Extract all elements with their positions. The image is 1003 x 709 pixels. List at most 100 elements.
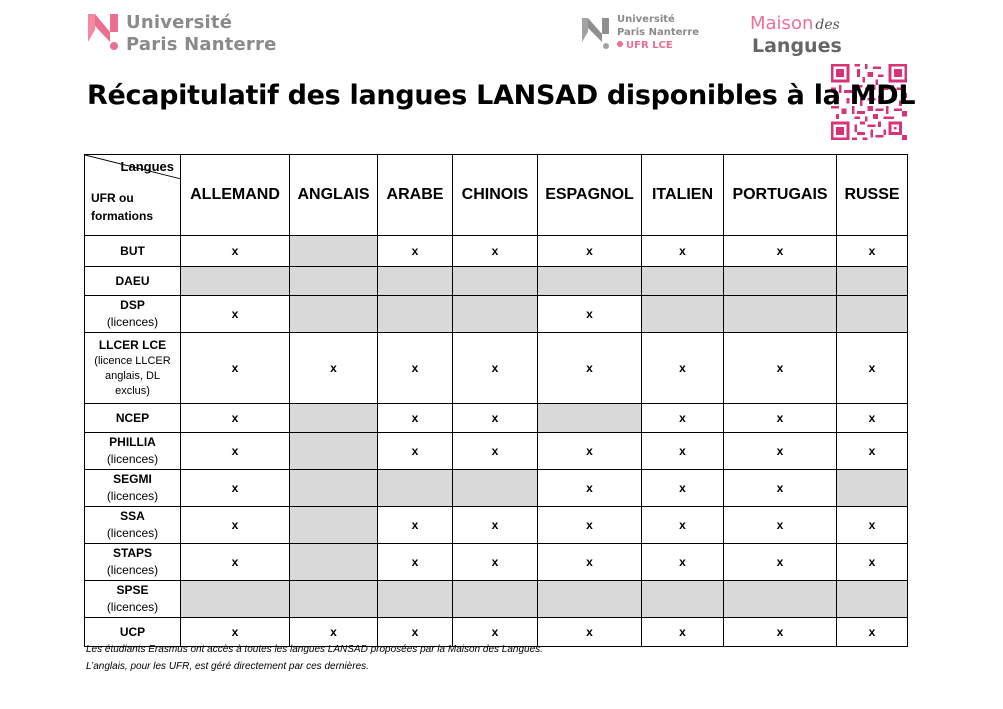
table-row: UCP x x x x x x x x — [84, 617, 908, 647]
table-row: SPSE (licences) — [84, 580, 908, 618]
table-cell: x — [537, 617, 642, 647]
table-cell: x — [180, 332, 290, 404]
logo-text-line1: Université — [126, 12, 233, 33]
table-cell: x — [537, 543, 642, 581]
row-subtitle: (licences) — [106, 489, 159, 503]
table-cell — [641, 580, 724, 618]
table-row: DSP (licences) x x — [84, 295, 908, 333]
table-cell — [180, 580, 290, 618]
table-cell: x — [641, 617, 724, 647]
table-cell: x — [641, 469, 724, 507]
table-cell — [289, 580, 378, 618]
table-cell: x — [180, 469, 290, 507]
corner-languages-label: Langues — [120, 159, 174, 174]
row-subtitle: (licence LLCER — [94, 355, 171, 367]
table-cell: x — [452, 543, 538, 581]
corner-header-cell: Langues UFR ou formations — [84, 154, 181, 236]
row-name: BUT — [120, 243, 145, 258]
table-cell: x — [377, 543, 453, 581]
table-cell — [377, 580, 453, 618]
table-cell — [289, 295, 378, 333]
row-name: SPSE — [116, 583, 149, 597]
table-row: DAEU — [84, 266, 908, 296]
corner-ufr-line1: UFR ou — [91, 191, 134, 205]
row-subtitle: anglais, DL — [104, 370, 161, 382]
table-cell: x — [377, 506, 453, 544]
table-cell — [537, 580, 642, 618]
table-cell: x — [641, 332, 724, 404]
footnotes: Les étudiants Erasmus ont accès à toutes… — [86, 641, 543, 675]
table-row: PHILLIA (licences) x x x x x x x — [84, 432, 908, 470]
row-header-spse: SPSE (licences) — [84, 580, 181, 618]
table-cell: x — [180, 403, 290, 433]
table-body: BUT x x x x x x x DAEU DSP (licences) x x LLCER LCE (l… — [84, 235, 908, 647]
table-cell — [289, 266, 378, 296]
table-cell: x — [723, 617, 837, 647]
universite-paris-nanterre-logo: Université Paris Nanterre — [86, 12, 296, 58]
mdl-logo-line1: Maison des — [750, 13, 840, 34]
column-header-chinois: CHINOIS — [452, 154, 538, 236]
table-cell: x — [641, 506, 724, 544]
table-cell: x — [377, 235, 453, 267]
row-name: LLCER LCE — [98, 338, 167, 352]
table-cell: x — [180, 235, 290, 267]
table-cell — [289, 543, 378, 581]
corner-ufr-label: UFR ou formations — [91, 189, 153, 225]
qr-code-icon[interactable] — [831, 64, 907, 140]
row-header-daeu: DAEU — [84, 266, 181, 296]
table-cell: x — [180, 432, 290, 470]
table-cell — [289, 506, 378, 544]
column-header-portugais: PORTUGAIS — [723, 154, 837, 236]
pink-dot-icon — [617, 41, 623, 47]
row-name: STAPS — [112, 546, 153, 560]
page-title: Récapitulatif des langues LANSAD disponi… — [87, 80, 916, 111]
mdl-word-des: des — [815, 17, 840, 33]
row-header-ssa: SSA (licences) — [84, 506, 181, 544]
table-cell — [537, 403, 642, 433]
ufr-lce-logo: Université Paris Nanterre UFR LCE — [580, 14, 710, 58]
maison-des-langues-logo: Maison des Langues — [748, 13, 852, 59]
table-cell — [723, 266, 837, 296]
row-name: PHILLIA — [109, 435, 156, 449]
table-cell: x — [452, 235, 538, 267]
table-cell: x — [836, 432, 908, 470]
table-cell — [289, 469, 378, 507]
table-cell: x — [289, 617, 378, 647]
column-header-allemand: ALLEMAND — [180, 154, 290, 236]
row-header-ncep: NCEP — [84, 403, 181, 433]
table-cell: x — [836, 617, 908, 647]
table-cell: x — [537, 469, 642, 507]
row-header-but: BUT — [84, 235, 181, 267]
table-cell — [836, 469, 908, 507]
table-cell: x — [452, 403, 538, 433]
table-cell: x — [537, 332, 642, 404]
table-cell: x — [723, 469, 837, 507]
ufr-logo-mark-icon — [582, 18, 609, 49]
table-cell — [836, 580, 908, 618]
table-cell: x — [180, 506, 290, 544]
logo-text-line2: Paris Nanterre — [126, 34, 277, 55]
table-cell: x — [537, 295, 642, 333]
table-row: LLCER LCE (licence LLCER anglais, DL exclus… — [84, 332, 908, 404]
table-cell: x — [641, 403, 724, 433]
table-row: BUT x x x x x x x — [84, 235, 908, 267]
table-cell: x — [836, 403, 908, 433]
table-cell — [641, 295, 724, 333]
table-cell — [180, 266, 290, 296]
row-header-llcer-lce: LLCER LCE (licence LLCER anglais, DL exclus… — [84, 332, 181, 404]
table-cell: x — [723, 432, 837, 470]
column-header-espagnol: ESPAGNOL — [537, 154, 642, 236]
table-cell: x — [180, 617, 290, 647]
row-name: SSA — [120, 509, 145, 523]
table-cell — [452, 266, 538, 296]
row-subtitle: (licences) — [106, 315, 159, 329]
table-cell — [836, 295, 908, 333]
table-cell: x — [452, 617, 538, 647]
table-cell — [289, 235, 378, 267]
table-cell: x — [377, 332, 453, 404]
languages-table: Langues UFR ou formations ALLEMAND ANGLAI… — [84, 154, 908, 647]
row-subtitle: (licences) — [106, 452, 159, 466]
ufr-logo-line3: UFR LCE — [617, 40, 673, 51]
mdl-word-langues: Langues — [752, 35, 842, 57]
column-header-arabe: ARABE — [377, 154, 453, 236]
